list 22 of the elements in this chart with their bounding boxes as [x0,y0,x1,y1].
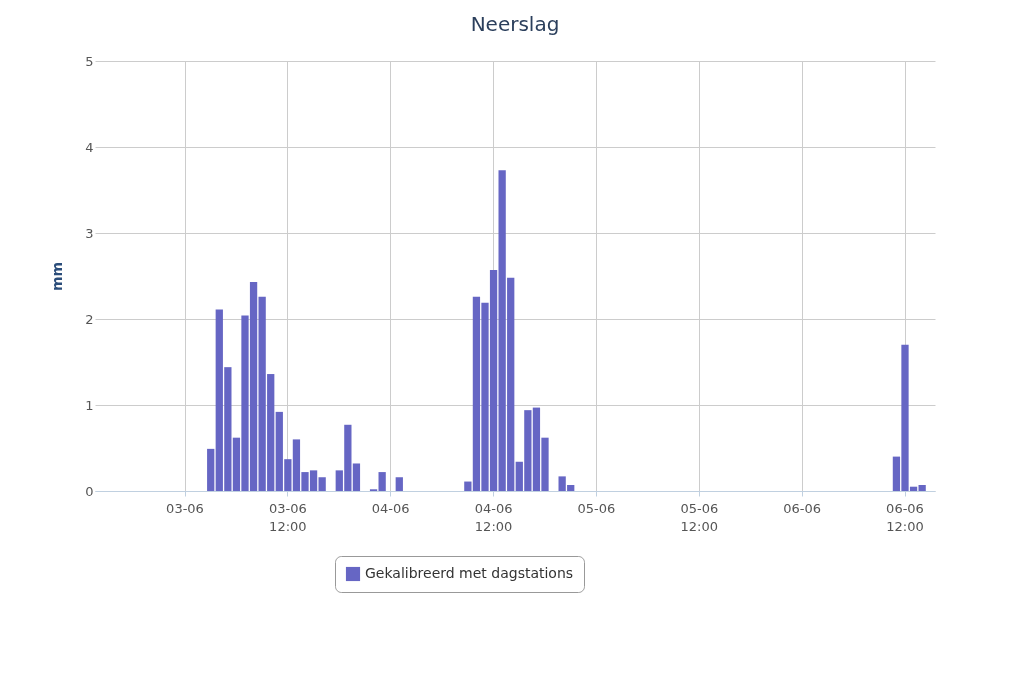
bar [318,477,326,491]
x-tick-label: 04-06 [371,500,410,516]
legend-label: Gekalibreerd met dagstations [365,565,574,581]
x-tick-label: 06-06 12:00 [886,500,924,534]
x-tick-label: 06-06 [783,500,822,516]
y-tick-label: 4 [85,139,94,155]
y-tick-label: 2 [85,311,94,327]
x-tick-label: 03-06 [166,500,204,516]
y-tick-label: 0 [85,483,94,499]
chart-title: Neerslag [470,12,560,36]
bar [395,477,403,491]
y-tick-label: 3 [85,225,94,241]
y-axis-title: mm [49,261,66,292]
x-tick-label: 04-06 12:00 [474,500,513,534]
bar [378,472,386,491]
x-tick-label: 03-06 12:00 [268,500,307,534]
x-tick-label: 05-06 12:00 [680,500,719,534]
bar [918,484,926,491]
bar [207,448,215,491]
y-tick-label: 1 [85,397,94,413]
y-tick-label: 5 [85,53,94,69]
x-tick-label: 05-06 [577,500,616,516]
